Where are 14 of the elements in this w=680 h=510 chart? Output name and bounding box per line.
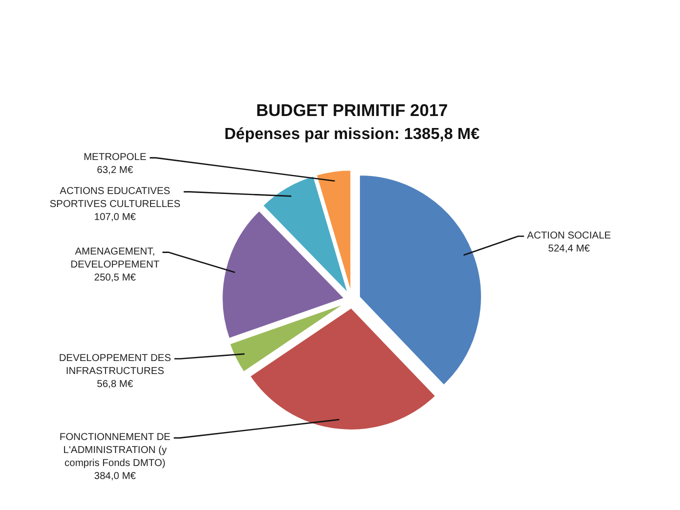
slice-label: AMENAGEMENT, DEVELOPPEMENT [70, 246, 160, 271]
data-label: 250,5 M€ [94, 272, 136, 284]
slice-label: METROPOLE [84, 152, 147, 163]
slice-label: ACTION SOCIALE [527, 230, 612, 242]
chart-title: BUDGET PRIMITIF 2017 [256, 101, 448, 120]
data-label: 384,0 M€ [94, 471, 136, 482]
slice-label: FONCTIONNEMENT DE L'ADMINISTRATION (y compris Fonds DMTO) [60, 432, 171, 470]
slice-label: DEVELOPPEMENT DES INFRASTRUCTURES [58, 352, 172, 377]
data-label: 524,4 M€ [548, 243, 590, 254]
data-label: 63,2 M€ [96, 165, 134, 176]
data-label: 107,0 M€ [94, 212, 136, 223]
chart-subtitle: Dépenses par mission: 1385,8 M€ [224, 126, 480, 143]
slice-label: ACTIONS EDUCATIVES SPORTIVES CULTURELLES [50, 186, 181, 210]
data-label: 56,8 M€ [96, 378, 134, 390]
